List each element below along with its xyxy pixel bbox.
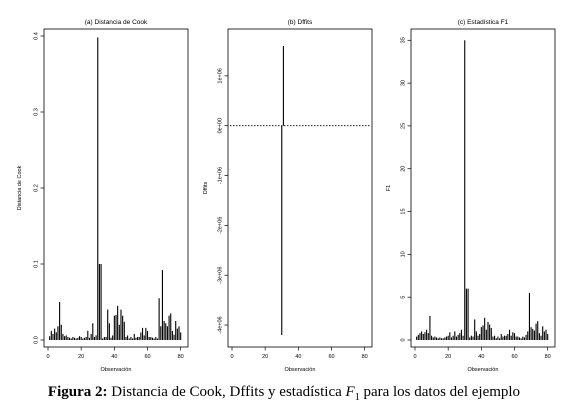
panel-c-y-tick-label: 25 (401, 123, 407, 129)
panel-c-x-tick-label: 60 (511, 354, 517, 360)
panel-b-title: (b) Dffits (288, 19, 313, 26)
panel-c-title: (c) Estadística F1 (458, 19, 509, 26)
caption-text-2: para los datos del ejemplo (363, 384, 521, 400)
panel-a-xlabel: Observación (101, 367, 132, 373)
panel-b-y-tick-label: 0e+00 (218, 118, 224, 133)
panel-c-y-tick-label: 0 (401, 338, 407, 341)
panel-dffits: (b) Dffits Dffits Observación 0 20 40 60 80 -… (203, 19, 373, 373)
panel-a-ylabel: Distancia de Cook (17, 165, 23, 210)
panel-b-y-tick-label: -4e+06 (218, 316, 224, 333)
panel-a-x-tick-label: 0 (46, 354, 49, 360)
panel-a-x-tick-label: 40 (111, 354, 117, 360)
panel-c-x-tick-label: 0 (413, 354, 416, 360)
panel-b-plot-box (227, 28, 373, 348)
panel-b-x-tick-label: 60 (328, 354, 334, 360)
panel-b-y-tick-label: -3e+06 (218, 267, 224, 284)
panel-c-y-tick-label: 10 (401, 251, 407, 257)
caption-symbol: F (345, 384, 355, 400)
panel-c-x-tick-label: 20 (445, 354, 451, 360)
panel-cook-distance: (a) Distancia de Cook Distancia de Cook … (17, 19, 189, 373)
panel-b-x-tick-label: 40 (295, 354, 301, 360)
panel-b-x-tick-label: 80 (362, 354, 368, 360)
panel-a-x-tick-label: 20 (78, 354, 84, 360)
caption-label: Figura 2: (47, 384, 108, 400)
panel-c-xlabel: Observación (468, 367, 499, 373)
panel-c-y-tick-label: 30 (401, 80, 407, 86)
panel-a-y-tick-label: 0.0 (34, 336, 40, 344)
panel-b-xlabel: Observación (285, 367, 316, 373)
panel-a-x-tick-label: 80 (178, 354, 184, 360)
panel-c-x-tick-label: 80 (545, 354, 551, 360)
panel-a-x-tick-label: 60 (144, 354, 150, 360)
panel-a-y-tick-label: 0.3 (34, 108, 40, 116)
panel-c-y-tick-label: 15 (401, 208, 407, 214)
panel-f1-statistic: (c) Estadística F1 F1 Observación 0 20 40 6… (386, 19, 556, 373)
panel-a-y-tick-label: 0.2 (34, 184, 40, 192)
panel-b-y-tick-label: -1e+06 (218, 167, 224, 184)
caption-text-1: Distancia de Cook, Dffits y estadística (111, 384, 342, 400)
figure-caption: Figura 2: Distancia de Cook, Dffits y es… (0, 384, 568, 403)
panel-a-plot-box (43, 28, 189, 348)
caption-subscript: 1 (354, 392, 360, 403)
panel-c-y-tick-label: 35 (401, 37, 407, 43)
panel-a-y-tick-label: 0.1 (34, 260, 40, 268)
panel-b-x-tick-label: 0 (230, 354, 233, 360)
panel-c-y-tick-label: 20 (401, 166, 407, 172)
panel-b-y-tick-label: 1e+06 (218, 68, 224, 83)
panel-c-y-tick-label: 5 (401, 296, 407, 299)
panel-c-x-tick-label: 40 (478, 354, 484, 360)
panel-c-plot-box (410, 28, 556, 348)
panel-a-title: (a) Distancia de Cook (85, 19, 148, 26)
panel-c-ylabel: F1 (386, 185, 392, 191)
panel-b-y-tick-label: -2e+06 (218, 217, 224, 234)
panel-a-y-tick-label: 0.4 (34, 32, 40, 40)
panel-b-ylabel: Dffits (203, 182, 209, 195)
panel-b-x-tick-label: 20 (262, 354, 268, 360)
